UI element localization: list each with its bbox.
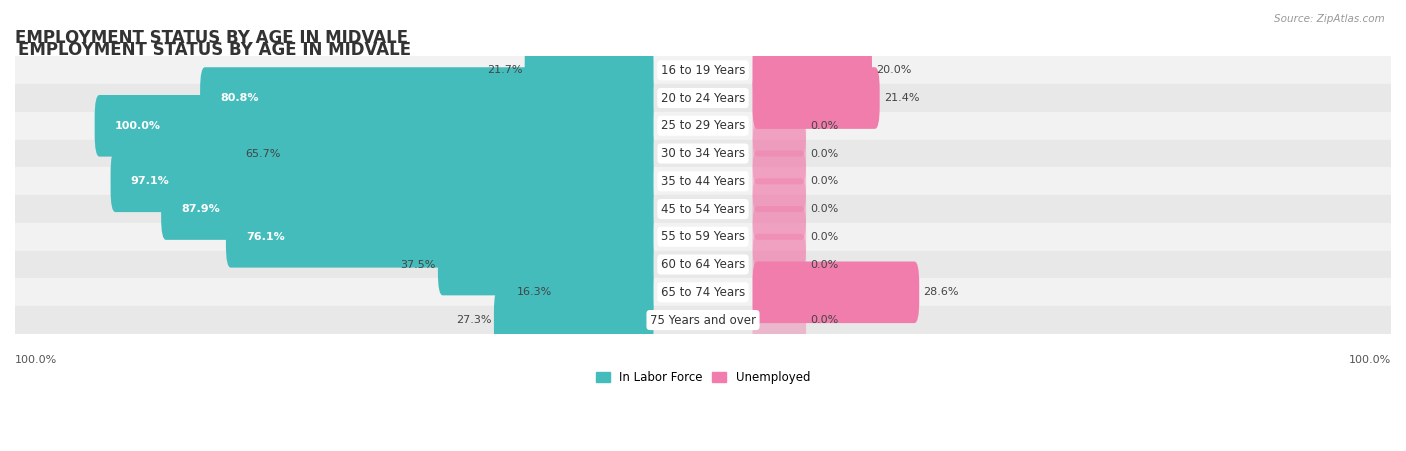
Text: 0.0%: 0.0% [810,315,838,325]
Bar [15,56,1391,84]
Bar [15,195,1391,223]
FancyBboxPatch shape [283,123,654,184]
Text: 16 to 19 Years: 16 to 19 Years [661,64,745,77]
Bar [15,251,1391,278]
FancyBboxPatch shape [494,289,654,351]
FancyBboxPatch shape [752,67,880,129]
FancyBboxPatch shape [752,289,806,351]
FancyBboxPatch shape [226,206,654,267]
FancyBboxPatch shape [162,178,654,240]
Text: 16.3%: 16.3% [516,287,553,297]
Text: 60 to 64 Years: 60 to 64 Years [661,258,745,271]
Bar [15,84,1391,112]
Text: 21.4%: 21.4% [884,93,920,103]
Text: 0.0%: 0.0% [810,260,838,270]
FancyBboxPatch shape [752,95,806,156]
FancyBboxPatch shape [752,262,920,323]
Text: 45 to 54 Years: 45 to 54 Years [661,202,745,216]
Text: 27.3%: 27.3% [456,315,492,325]
Bar [15,167,1391,195]
Text: Source: ZipAtlas.com: Source: ZipAtlas.com [1274,14,1385,23]
FancyBboxPatch shape [752,40,872,101]
Text: 28.6%: 28.6% [924,287,959,297]
Text: 65 to 74 Years: 65 to 74 Years [661,286,745,299]
Bar [15,112,1391,140]
FancyBboxPatch shape [200,67,654,129]
FancyBboxPatch shape [752,151,806,212]
Bar [15,278,1391,306]
Text: 20.0%: 20.0% [876,65,911,75]
FancyBboxPatch shape [437,234,654,295]
Text: 0.0%: 0.0% [810,148,838,159]
FancyBboxPatch shape [94,95,654,156]
Text: 100.0%: 100.0% [15,355,58,365]
Text: 76.1%: 76.1% [246,232,284,242]
Text: 80.8%: 80.8% [219,93,259,103]
Text: 35 to 44 Years: 35 to 44 Years [661,175,745,188]
Text: 0.0%: 0.0% [810,232,838,242]
FancyBboxPatch shape [554,262,654,323]
Text: 100.0%: 100.0% [1348,355,1391,365]
Text: 75 Years and over: 75 Years and over [650,313,756,327]
Text: 55 to 59 Years: 55 to 59 Years [661,230,745,243]
Text: 0.0%: 0.0% [810,121,838,131]
Text: 30 to 34 Years: 30 to 34 Years [661,147,745,160]
Text: 100.0%: 100.0% [114,121,160,131]
Bar [15,306,1391,334]
Text: EMPLOYMENT STATUS BY AGE IN MIDVALE: EMPLOYMENT STATUS BY AGE IN MIDVALE [18,41,411,59]
FancyBboxPatch shape [752,178,806,240]
FancyBboxPatch shape [752,234,806,295]
Text: 87.9%: 87.9% [181,204,219,214]
FancyBboxPatch shape [111,151,654,212]
Text: 25 to 29 Years: 25 to 29 Years [661,120,745,132]
Text: 37.5%: 37.5% [401,260,436,270]
Text: 21.7%: 21.7% [486,65,522,75]
Text: EMPLOYMENT STATUS BY AGE IN MIDVALE: EMPLOYMENT STATUS BY AGE IN MIDVALE [15,28,408,46]
Bar [15,140,1391,167]
Text: 97.1%: 97.1% [131,176,169,186]
Bar [15,223,1391,251]
FancyBboxPatch shape [524,40,654,101]
FancyBboxPatch shape [752,206,806,267]
Text: 0.0%: 0.0% [810,204,838,214]
Text: 0.0%: 0.0% [810,176,838,186]
FancyBboxPatch shape [752,123,806,184]
Text: 20 to 24 Years: 20 to 24 Years [661,92,745,105]
Text: 65.7%: 65.7% [245,148,281,159]
Legend: In Labor Force, Unemployed: In Labor Force, Unemployed [591,367,815,389]
